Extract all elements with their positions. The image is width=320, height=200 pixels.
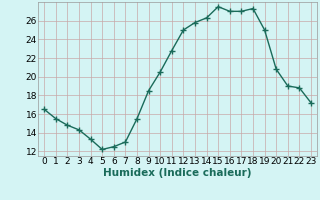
X-axis label: Humidex (Indice chaleur): Humidex (Indice chaleur): [103, 168, 252, 178]
